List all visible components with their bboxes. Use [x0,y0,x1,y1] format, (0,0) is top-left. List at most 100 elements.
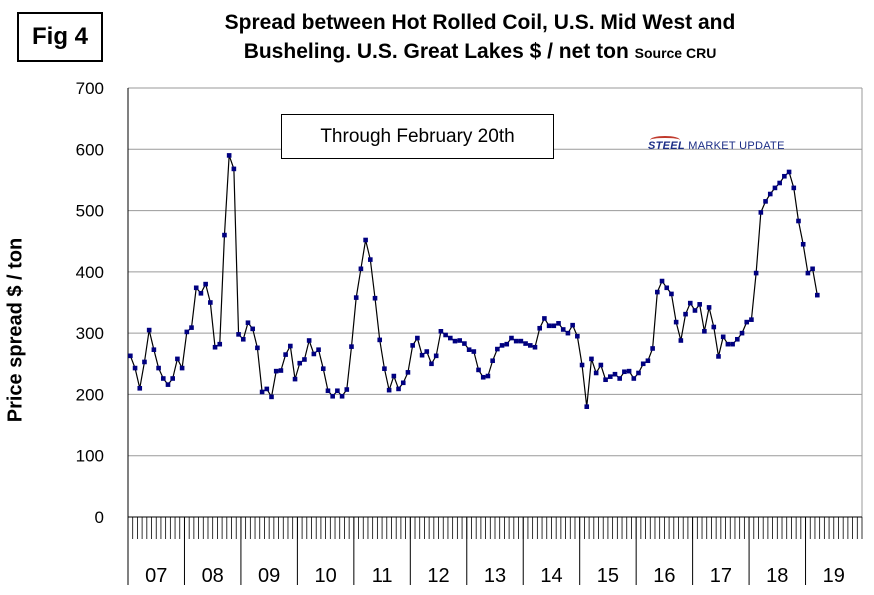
data-point [485,373,491,379]
data-point [796,218,801,224]
data-point [170,376,175,381]
logo-market-update-text: MARKET UPDATE [684,140,785,152]
data-point [542,316,547,321]
logo-swoosh-icon [650,136,680,144]
data-point [579,362,585,368]
data-point [349,344,354,349]
annotation-box: Through February 20th [281,114,554,159]
data-point [330,393,335,399]
data-point [353,295,359,300]
data-point [786,169,792,175]
y-tick-label: 300 [76,324,104,343]
data-point [452,338,458,344]
data-point [480,374,486,380]
data-point [438,329,444,334]
series-line [129,155,818,407]
x-year-label: 13 [484,565,506,587]
data-point [622,369,627,375]
data-point [772,185,778,191]
data-point [800,241,806,247]
data-point [292,376,298,382]
data-point [805,270,811,276]
data-point [636,370,641,376]
data-point [575,333,580,339]
data-point [335,388,340,394]
data-point [386,387,392,393]
y-tick-label: 600 [76,140,104,159]
data-point [763,199,768,204]
data-point [198,291,204,296]
data-point [706,305,712,310]
data-point [749,317,754,322]
data-point [193,285,199,291]
data-point [142,359,147,365]
data-point [320,366,326,371]
data-point [128,353,133,359]
data-point [527,343,533,348]
data-point [396,386,401,392]
data-point [730,341,735,347]
data-point [358,266,364,272]
data-point [565,330,571,336]
data-point [311,351,317,357]
data-point [777,180,782,186]
data-point [815,292,820,298]
data-point [212,344,218,350]
y-tick-label: 700 [76,79,104,98]
data-point [316,347,321,352]
data-point [584,404,590,409]
y-tick-label: 100 [76,447,104,466]
data-point [217,341,223,347]
data-point [495,346,500,352]
chart-title-source: Source CRU [634,45,717,61]
data-point [753,270,759,276]
data-point [203,281,208,287]
data-point [617,376,622,381]
data-point [673,319,679,325]
data-point [640,361,646,367]
data-point [659,278,665,284]
x-year-label: 10 [314,565,336,587]
data-point [702,329,707,334]
data-point [410,343,415,348]
data-point [735,336,740,342]
data-point [250,326,255,332]
data-point [429,361,434,367]
data-point [424,349,430,354]
data-point [490,358,495,364]
data-point [382,366,387,371]
data-point [419,352,425,358]
data-point [560,327,566,332]
data-point [655,289,660,295]
data-point [457,338,463,343]
x-year-label: 12 [427,565,449,587]
series-layer [128,153,820,409]
data-point [513,338,519,344]
data-point [222,232,227,238]
data-point [537,325,542,331]
data-point [344,387,350,392]
data-point [744,319,750,325]
x-year-label: 08 [202,565,224,587]
data-point [664,285,670,291]
data-point [259,389,265,395]
data-point [146,327,152,333]
data-point [443,332,448,338]
data-point [556,321,561,326]
data-point [391,373,397,379]
chart-title-line-1: Spread between Hot Rolled Coil, U.S. Mid… [224,11,736,34]
data-point [372,295,378,301]
data-point [179,365,185,371]
x-year-label: 16 [653,565,675,587]
data-point [471,349,477,354]
chart-title: Spread between Hot Rolled Coil, U.S. Mid… [150,8,810,68]
data-point [758,210,764,215]
data-point [433,353,439,359]
data-point [302,357,307,362]
data-point [156,365,161,371]
chart-title-line-2: Busheling. U.S. Great Lakes $ / net ton … [150,37,810,68]
data-point [669,291,674,297]
data-point [264,386,270,392]
data-point [711,324,717,330]
